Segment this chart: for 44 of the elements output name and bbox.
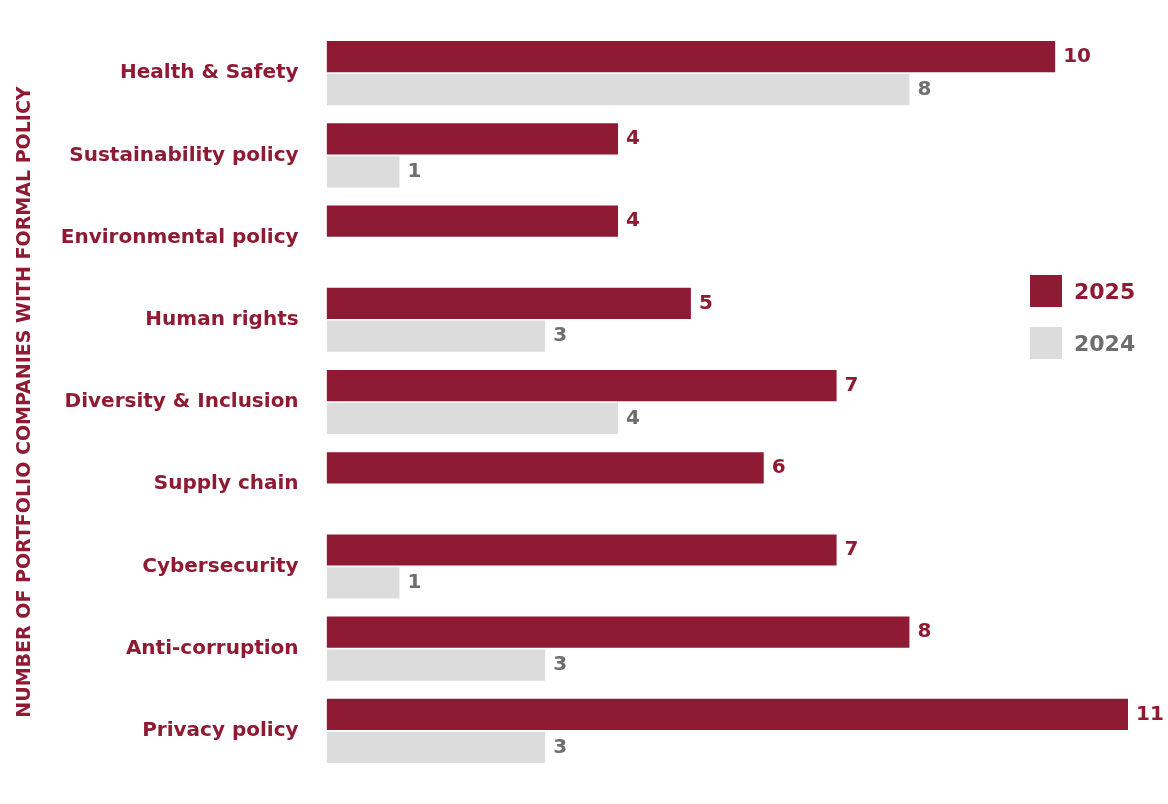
data-label: 7 xyxy=(844,536,859,561)
data-label: 4 xyxy=(626,404,640,429)
bar xyxy=(326,731,546,763)
bar xyxy=(326,616,910,648)
y-tick-label: Cybersecurity xyxy=(142,552,299,577)
y-tick-label: Human rights xyxy=(145,305,299,330)
bar xyxy=(326,369,837,402)
legend-label: 2025 xyxy=(1074,278,1136,304)
bar xyxy=(326,649,546,681)
bar xyxy=(326,73,910,106)
data-label: 3 xyxy=(553,322,568,347)
bar xyxy=(326,41,1056,73)
data-label: 8 xyxy=(917,75,932,100)
data-label: 5 xyxy=(698,289,713,314)
data-label: 6 xyxy=(771,453,786,478)
bar xyxy=(326,452,764,484)
data-label: 11 xyxy=(1136,700,1164,725)
bar xyxy=(326,205,619,237)
bar xyxy=(326,123,619,155)
bar xyxy=(326,698,1128,731)
bar xyxy=(326,567,400,599)
bar xyxy=(326,287,691,319)
bar xyxy=(326,320,546,352)
y-tick-label: Privacy policy xyxy=(142,717,299,742)
data-label: 3 xyxy=(553,651,568,676)
y-axis-title: NUMBER OF PORTFOLIO COMPANIES WITH FORMAL POLICY xyxy=(12,86,35,718)
y-tick-label: Anti-corruption xyxy=(125,634,299,659)
y-tick-label: Environmental policy xyxy=(60,223,299,248)
data-label: 4 xyxy=(626,207,640,232)
bar xyxy=(326,156,400,188)
bar xyxy=(326,534,837,566)
data-label: 1 xyxy=(407,157,422,182)
y-tick-label: Sustainability policy xyxy=(69,141,299,166)
data-label: 4 xyxy=(626,125,640,150)
data-label: 7 xyxy=(844,371,859,396)
y-tick-label: Health & Safety xyxy=(120,59,299,84)
data-label: 10 xyxy=(1063,42,1091,67)
data-label: 3 xyxy=(553,733,568,758)
y-tick-label: Supply chain xyxy=(153,470,299,495)
legend-label: 2024 xyxy=(1074,330,1136,356)
bar xyxy=(326,402,619,435)
y-tick-label: Diversity & Inclusion xyxy=(64,388,299,413)
data-label: 8 xyxy=(917,618,932,643)
data-label: 1 xyxy=(407,569,422,594)
